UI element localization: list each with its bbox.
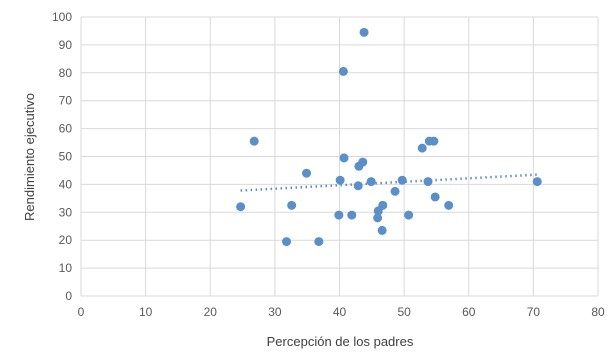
data-point	[334, 210, 344, 220]
data-point	[423, 177, 433, 187]
y-tick-label: 10	[59, 261, 73, 275]
x-axis-title: Percepción de los padres	[267, 334, 414, 349]
data-point	[282, 237, 292, 247]
y-tick-label: 40	[59, 177, 73, 191]
data-point	[377, 225, 387, 235]
data-point	[373, 213, 383, 223]
data-point	[287, 200, 297, 210]
y-tick-label: 100	[52, 10, 72, 24]
x-tick-label: 70	[527, 305, 541, 319]
data-point	[347, 210, 357, 220]
y-tick-label: 90	[59, 38, 73, 52]
data-point	[404, 210, 414, 220]
data-point	[358, 157, 368, 167]
data-point	[249, 136, 259, 146]
trendline-group	[240, 173, 538, 192]
x-tick-labels: 0 10 20 30 40 50 60 70 80	[78, 305, 605, 319]
data-point	[353, 181, 363, 191]
data-point	[444, 200, 454, 210]
data-point	[397, 175, 407, 185]
gridlines	[80, 16, 599, 297]
data-point	[338, 66, 348, 76]
x-tick-label: 50	[397, 305, 411, 319]
data-point	[430, 192, 440, 202]
y-tick-label: 30	[59, 205, 73, 219]
data-point	[429, 136, 439, 146]
data-point	[302, 168, 312, 178]
x-tick-label: 10	[139, 305, 153, 319]
data-point	[532, 177, 542, 187]
data-point	[359, 27, 369, 37]
data-point	[339, 153, 349, 163]
data-points	[236, 27, 542, 247]
data-point	[378, 200, 388, 210]
data-point	[335, 175, 345, 185]
y-tick-label: 20	[59, 233, 73, 247]
x-tick-label: 80	[591, 305, 605, 319]
x-tick-label: 30	[268, 305, 282, 319]
data-point	[390, 186, 400, 196]
x-tick-label: 40	[333, 305, 347, 319]
y-tick-label: 0	[65, 289, 72, 303]
y-axis-title: Rendimiento ejecutivo	[22, 93, 37, 221]
y-tick-label: 80	[59, 66, 73, 80]
x-tick-label: 0	[78, 305, 85, 319]
y-tick-label: 60	[59, 122, 73, 136]
data-point	[314, 237, 324, 247]
x-tick-label: 60	[462, 305, 476, 319]
data-point	[236, 202, 246, 212]
data-point	[417, 143, 427, 153]
x-tick-label: 20	[204, 305, 218, 319]
data-point	[366, 177, 376, 187]
trendline	[240, 173, 538, 192]
y-tick-label: 50	[59, 150, 73, 164]
y-tick-labels: 0 10 20 30 40 50 60 70 80 90 100	[52, 10, 72, 303]
y-tick-label: 70	[59, 94, 73, 108]
